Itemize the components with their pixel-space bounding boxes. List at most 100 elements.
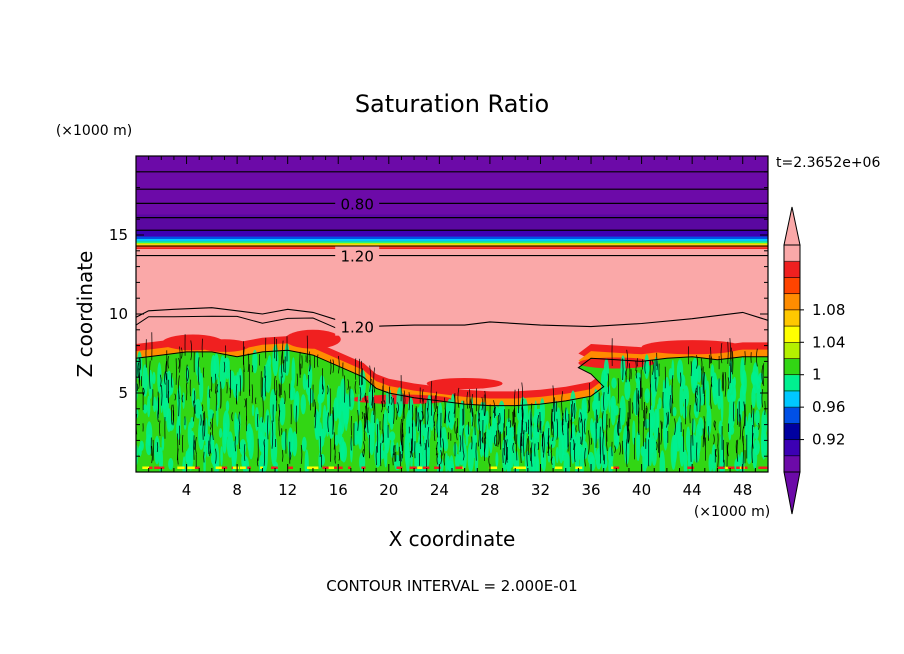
contour-cell xyxy=(710,347,712,364)
contour-cell xyxy=(223,361,226,373)
contour-cell xyxy=(714,421,716,431)
surface-speckle xyxy=(260,466,263,469)
contour-cell xyxy=(583,418,586,435)
x-unit-label: (×1000 m) xyxy=(694,504,770,520)
contour-cell xyxy=(433,421,436,431)
contour-cell xyxy=(484,433,486,453)
colorbar-band xyxy=(784,277,800,295)
turbulence-cell xyxy=(624,379,631,401)
contour-cell xyxy=(596,414,599,424)
contour-cell xyxy=(396,407,398,420)
contour-cell xyxy=(617,420,619,436)
turbulence-cell xyxy=(706,380,710,413)
turbulence-cell xyxy=(611,377,617,389)
surface-speckle xyxy=(361,466,366,469)
turbulence-cell xyxy=(482,443,489,458)
surface-speckle xyxy=(513,466,522,469)
turbulence-cell xyxy=(643,418,650,429)
surface-speckle xyxy=(575,466,583,469)
contour-cell xyxy=(427,426,430,448)
contour-cell xyxy=(580,412,582,423)
turbulence-cell xyxy=(272,344,279,377)
x-tick-label: 32 xyxy=(531,481,550,499)
turbulence-cell xyxy=(473,429,476,454)
contour-cell xyxy=(494,406,496,416)
turbulence-cell xyxy=(167,420,175,431)
contour-line-120-lower xyxy=(136,307,768,328)
contour-cell xyxy=(408,392,410,411)
contour-label: 0.80 xyxy=(340,195,373,213)
transition-stripe xyxy=(136,238,768,242)
surface-speckle xyxy=(434,466,441,469)
colorbar-min-arrow xyxy=(783,471,801,515)
turbulence-cell xyxy=(664,376,670,397)
contour-cell xyxy=(488,455,490,465)
turbulence-cell xyxy=(651,387,656,409)
turbulence-cell xyxy=(690,359,698,394)
turbulence-cell xyxy=(385,390,389,410)
contour-cell xyxy=(459,435,462,452)
contour-cell xyxy=(606,424,608,452)
contour-label-gap xyxy=(335,194,380,213)
contour-cell xyxy=(224,345,227,359)
contour-cell xyxy=(466,391,469,409)
turbulence-cell xyxy=(203,444,207,459)
contour-cell xyxy=(363,441,365,457)
turbulence-cell xyxy=(263,365,267,396)
contour-cell xyxy=(727,442,729,457)
turbulence-cell xyxy=(383,409,388,440)
turbulence-cell xyxy=(519,396,526,429)
contour-cell xyxy=(637,390,639,405)
turbulence-cell xyxy=(718,420,723,435)
contour-cell xyxy=(521,406,524,423)
turbulence-cell xyxy=(651,444,657,466)
turbulence-cell xyxy=(733,376,736,388)
contour-cell xyxy=(525,421,527,432)
turbulence-cell xyxy=(396,442,399,452)
y-tick-label: 5 xyxy=(118,384,128,402)
contour-cell xyxy=(262,396,264,423)
x-tick-label: 20 xyxy=(379,481,398,499)
transition-stripe xyxy=(136,236,768,239)
turbulence-cell xyxy=(578,409,583,427)
contour-cell xyxy=(471,407,474,427)
contour-cell xyxy=(513,424,516,441)
contour-cell xyxy=(656,441,658,451)
turbulence-cell xyxy=(563,452,571,472)
colorbar-band xyxy=(784,407,800,424)
colorbar: 0.92 0.96 1 1.04 1.08 xyxy=(783,206,845,515)
surface-speckle xyxy=(142,466,148,469)
turbulence-cell xyxy=(302,373,307,390)
contour-cell xyxy=(514,389,516,418)
turbulence-cell xyxy=(301,436,307,452)
turbulence-cell xyxy=(595,447,602,470)
surface-speckle xyxy=(219,466,228,469)
contour-cell xyxy=(674,418,676,435)
contour-cell xyxy=(314,399,316,418)
contour-cell xyxy=(644,361,646,374)
cloud-patch xyxy=(641,340,743,355)
contour-line xyxy=(136,315,339,330)
x-tick-label: 8 xyxy=(232,481,242,499)
surface-speckle xyxy=(271,466,278,469)
turbulence-cell xyxy=(147,395,151,418)
contour-cell xyxy=(724,371,727,397)
contour-cell xyxy=(359,387,362,401)
contour-cell xyxy=(462,451,465,461)
turbulence-cell xyxy=(357,393,361,416)
surface-speckle xyxy=(348,466,351,469)
contour-cell xyxy=(251,365,254,373)
contour-cell xyxy=(713,420,715,428)
contour-cell xyxy=(421,410,424,422)
turbulence-cell xyxy=(754,426,759,440)
turbulence-cell xyxy=(199,372,204,403)
turbulence-cell xyxy=(252,349,258,374)
turbulence-cell xyxy=(154,435,160,465)
contour-cell xyxy=(362,449,364,458)
contour-cell xyxy=(505,439,508,463)
contour-cell xyxy=(234,436,237,452)
turbulence-cell xyxy=(755,409,760,426)
contour-cell xyxy=(628,428,630,443)
contour-cell xyxy=(181,347,183,359)
contour-cell xyxy=(703,371,706,397)
